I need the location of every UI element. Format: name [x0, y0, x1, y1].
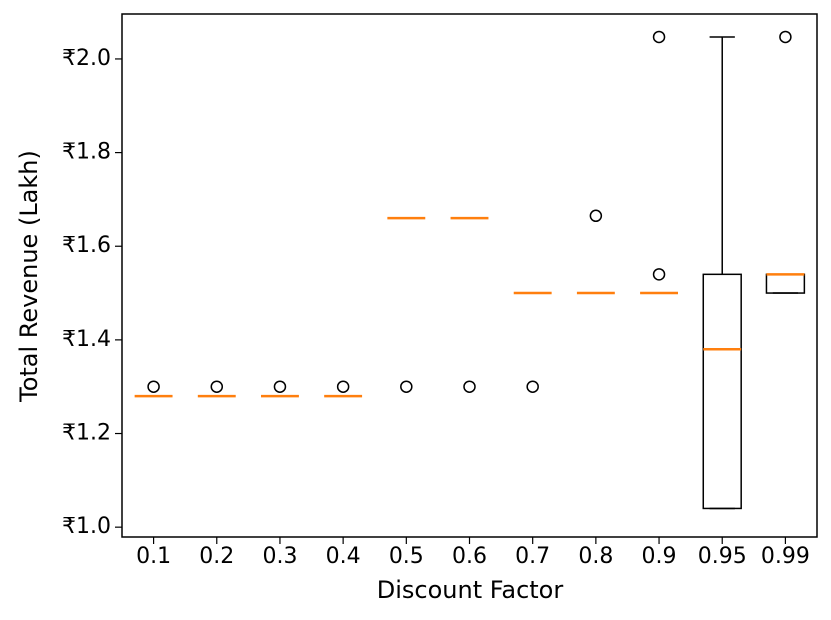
plot-frame: [121, 13, 818, 538]
x-tick-label: 0.6: [452, 544, 487, 569]
y-tick-label: ₹2.0: [62, 46, 111, 71]
y-tick-label: ₹1.8: [62, 140, 111, 165]
y-tick-label: ₹1.0: [62, 514, 111, 539]
x-tick-label: 0.99: [761, 544, 810, 569]
flier: [400, 380, 413, 393]
x-tick-label: 0.4: [326, 544, 361, 569]
y-axis-label: Total Revenue (Lakh): [15, 150, 43, 403]
flier: [273, 380, 287, 393]
flier: [336, 380, 350, 393]
flier: [147, 380, 160, 393]
x-tick-label: 0.7: [515, 544, 550, 569]
x-tick-label: 0.95: [698, 544, 747, 569]
y-tick-label: ₹1.2: [62, 421, 111, 446]
x-tick-label: 0.8: [578, 544, 613, 569]
box: [702, 273, 742, 510]
y-tick-label: ₹1.6: [62, 233, 111, 258]
y-tick-label: ₹1.4: [62, 327, 111, 352]
x-tick-label: 0.2: [199, 544, 234, 569]
box: [765, 273, 806, 294]
x-tick-label: 0.9: [642, 544, 677, 569]
flier: [526, 380, 539, 393]
x-axis-label: Discount Factor: [377, 576, 564, 604]
flier: [463, 380, 476, 393]
x-tick-label: 0.3: [262, 544, 297, 569]
flier: [652, 30, 666, 44]
flier: [779, 30, 792, 44]
x-tick-label: 0.1: [136, 544, 171, 569]
flier: [652, 268, 666, 281]
x-tick-label: 0.5: [389, 544, 424, 569]
flier: [589, 209, 603, 223]
flier: [210, 380, 224, 393]
